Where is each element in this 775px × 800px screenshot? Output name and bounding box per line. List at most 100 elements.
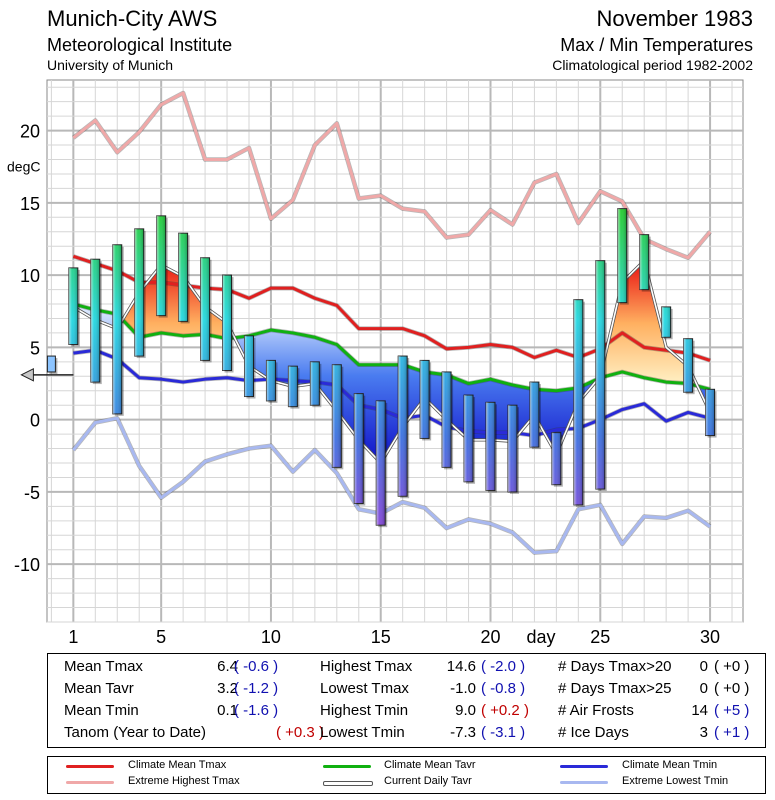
stat-label: Highest Tmin	[320, 702, 409, 719]
stat-value: 14	[691, 702, 708, 719]
university-name: University of Munich	[47, 57, 174, 73]
stat-label: Lowest Tmin	[320, 724, 405, 741]
stat-label: Mean Tmin	[64, 702, 139, 719]
daily-bar-shine	[595, 260, 605, 490]
stat-value: 3	[699, 724, 708, 741]
daily-bar-shine	[90, 259, 100, 383]
stat-label: Mean Tavr	[64, 680, 134, 697]
monthly-statistics: Mean Tmax 6.4 ( -0.6 ) Highest Tmax 14.6…	[47, 653, 766, 748]
stat-value: 0	[699, 658, 708, 675]
stat-value: 0.1	[217, 702, 238, 719]
daily-bar-shine	[529, 382, 539, 448]
stat-label: # Days Tmax>20	[558, 658, 672, 675]
y-tick-label: 20	[20, 122, 40, 142]
stat-value: 6.4	[217, 658, 238, 675]
legend-swatch-extreme-highest-tmax	[66, 781, 114, 784]
station-title: Munich-City AWS	[47, 6, 218, 31]
stat-label: Tanom (Year to Date)	[64, 724, 207, 741]
y-tick-label: -5	[24, 483, 40, 503]
stat-label: # Days Tmax>25	[558, 680, 672, 697]
series-line-extreme-lowest-tmin	[72, 416, 711, 555]
daily-bar-shine	[68, 267, 78, 345]
daily-bar-shine	[617, 208, 627, 303]
stat-anomaly: ( -1.6 )	[234, 702, 279, 719]
chart-legend: Climate Mean Tmax Climate Mean Tavr Clim…	[47, 756, 766, 794]
legend-swatch-current-daily-tavr	[323, 781, 373, 786]
x-tick-label: 30	[700, 627, 720, 647]
daily-bar-shine	[332, 364, 342, 468]
year-to-date-marker	[20, 355, 74, 382]
legend-swatch-climate-mean-tmin	[560, 765, 608, 768]
stat-value: -1.0	[450, 680, 476, 697]
y-tick-label: 5	[30, 338, 40, 358]
stat-value: 9.0	[455, 702, 476, 719]
legend-label: Extreme Highest Tmax	[128, 775, 240, 787]
ytd-anomaly-arrow	[20, 368, 34, 382]
stats-row: Tanom (Year to Date) ( +0.3 ) Lowest Tmi…	[48, 724, 765, 746]
legend-swatch-extreme-lowest-tmin	[560, 781, 608, 784]
legend-swatch-climate-mean-tmax	[66, 765, 114, 768]
stat-anomaly: ( +0 )	[714, 658, 750, 675]
chart-subtitle: Max / Min Temperatures	[560, 35, 753, 55]
stat-value: 14.6	[446, 658, 476, 675]
daily-bar-shine	[376, 400, 386, 526]
legend-label: Extreme Lowest Tmin	[622, 775, 729, 787]
x-axis-label: day	[526, 627, 555, 647]
daily-bar-shine	[639, 234, 649, 290]
legend-label: Climate Mean Tmax	[128, 759, 227, 771]
daily-bar-shine	[112, 244, 122, 414]
daily-bar-shine	[551, 432, 561, 485]
x-tick-label: 15	[371, 627, 391, 647]
daily-bar-shine	[222, 275, 232, 371]
stat-anomaly: ( -2.0 )	[481, 658, 526, 675]
y-axis-label: degC	[7, 159, 40, 175]
series-line-extreme-highest-tmax	[72, 91, 712, 260]
y-tick-label: -10	[14, 555, 40, 575]
x-tick-label: 5	[156, 627, 166, 647]
x-tick-label: 25	[590, 627, 610, 647]
daily-bar-shine	[310, 361, 320, 406]
stat-anomaly: ( +0 )	[714, 680, 750, 697]
daily-bar-shine	[266, 360, 276, 401]
stat-anomaly: ( -3.1 )	[481, 724, 526, 741]
daily-bar-shine	[442, 371, 452, 468]
stat-anomaly: ( -0.8 )	[481, 680, 526, 697]
daily-bar-shine	[705, 389, 715, 436]
ytd-bar	[46, 355, 56, 373]
stat-anomaly: ( +1 )	[714, 724, 750, 741]
stat-anomaly: ( +5 )	[714, 702, 750, 719]
institute-name: Meteorological Institute	[47, 35, 233, 55]
stat-anomaly: ( -0.6 )	[234, 658, 279, 675]
stat-anomaly: ( +0.3 )	[276, 724, 324, 741]
daily-bar-shine	[156, 215, 166, 316]
daily-bar-shine	[507, 405, 517, 492]
daily-bar-shine	[683, 338, 693, 393]
x-tick-label: 1	[68, 627, 78, 647]
daily-bar-shine	[486, 402, 496, 491]
x-tick-label: 20	[480, 627, 500, 647]
stat-value: 3.2	[217, 680, 238, 697]
stat-label: Lowest Tmax	[320, 680, 409, 697]
stats-row: Mean Tavr 3.2 ( -1.2 ) Lowest Tmax -1.0 …	[48, 680, 765, 702]
stats-row: Mean Tmin 0.1 ( -1.6 ) Highest Tmin 9.0 …	[48, 702, 765, 724]
y-tick-label: 15	[20, 194, 40, 214]
y-tick-label: 0	[30, 411, 40, 431]
climatology-period: Climatological period 1982-2002	[552, 57, 753, 73]
stats-row: Mean Tmax 6.4 ( -0.6 ) Highest Tmax 14.6…	[48, 658, 765, 680]
daily-bar-shine	[354, 393, 364, 504]
daily-bar-shine	[464, 395, 474, 482]
legend-label: Current Daily Tavr	[384, 775, 472, 787]
daily-bar-shine	[244, 335, 254, 397]
legend-label: Climate Mean Tavr	[384, 759, 476, 771]
daily-bar-shine	[661, 306, 671, 338]
stat-value: -7.3	[450, 724, 476, 741]
stat-label: Highest Tmax	[320, 658, 413, 675]
stat-value: 0	[699, 680, 708, 697]
stat-anomaly: ( +0.2 )	[481, 702, 529, 719]
stat-label: # Air Frosts	[558, 702, 634, 719]
daily-bar-shine	[573, 299, 583, 505]
daily-bar-shine	[420, 360, 430, 439]
daily-bar-shine	[200, 257, 210, 361]
